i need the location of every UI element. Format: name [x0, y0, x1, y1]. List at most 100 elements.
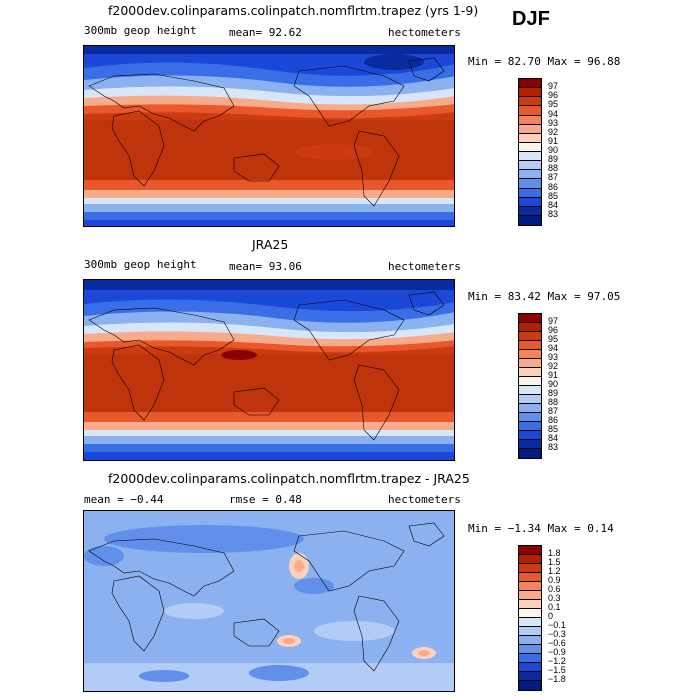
colorbar-tick-label: 92 [548, 361, 559, 371]
colorbar-swatch [519, 573, 541, 582]
panel1-map [83, 45, 455, 227]
colorbar-tick-label: 94 [548, 108, 559, 119]
colorbar-tick-label: 1.5 [548, 557, 561, 567]
colorbar-tick-label: 97 [548, 316, 559, 326]
colorbar-tick-label: 83 [548, 442, 559, 452]
colorbar-swatch [519, 654, 541, 663]
colorbar-tick-label: 96 [548, 90, 559, 101]
panel3-rmse: rmse = 0.48 [229, 493, 302, 506]
colorbar-swatch [519, 663, 541, 672]
colorbar-swatch [519, 404, 541, 413]
panel2-mean: mean= 93.06 [229, 260, 302, 273]
colorbar-swatch [519, 332, 541, 341]
colorbar-swatch [519, 627, 541, 636]
panel1-units: hectometers [388, 26, 461, 39]
colorbar-tick-label: 0.9 [548, 575, 561, 585]
colorbar-swatch [519, 188, 541, 198]
colorbar-swatch [519, 546, 541, 555]
colorbar-swatch [519, 350, 541, 359]
colorbar-tick-label: −0.3 [548, 629, 566, 639]
colorbar-tick-label: 89 [548, 388, 559, 398]
colorbar-tick-label: 92 [548, 126, 559, 137]
colorbar-tick-label: 97 [548, 81, 559, 92]
colorbar-swatch [519, 681, 541, 690]
colorbar-tick-label: 83 [548, 208, 559, 219]
colorbar-tick-label: 95 [548, 99, 559, 110]
colorbar-swatch [519, 422, 541, 431]
colorbar-swatch [519, 413, 541, 422]
panel2-title: JRA25 [252, 237, 289, 252]
colorbar-tick-label: 91 [548, 370, 559, 380]
colorbar-swatch [519, 672, 541, 681]
colorbar-swatch [519, 449, 541, 458]
colorbar-swatch [519, 591, 541, 600]
colorbar-swatch [519, 197, 541, 207]
panel3-title: f2000dev.colinparams.colinpatch.nomflrtm… [108, 471, 470, 486]
colorbar-swatch [519, 395, 541, 404]
panel3-minmax: Min = −1.34 Max = 0.14 [468, 522, 614, 535]
colorbar-swatch [519, 142, 541, 152]
panel2-units: hectometers [388, 260, 461, 273]
colorbar-swatch [519, 377, 541, 386]
colorbar-swatch [519, 124, 541, 134]
colorbar-tick-label: 85 [548, 190, 559, 201]
panel1-minmax: Min = 82.70 Max = 96.88 [468, 55, 621, 68]
colorbar-swatch [519, 386, 541, 395]
colorbar-swatch [519, 609, 541, 618]
colorbar-tick-label: 93 [548, 352, 559, 362]
colorbar-tick-label: −1.2 [548, 656, 566, 666]
colorbar-swatch [519, 152, 541, 162]
colorbar-tick-label: 84 [548, 199, 559, 210]
colorbar-swatch [519, 431, 541, 440]
colorbar-tick-label: 96 [548, 325, 559, 335]
colorbar-swatch [519, 323, 541, 332]
colorbar-swatch [519, 368, 541, 377]
colorbar-swatch [519, 161, 541, 171]
colorbar-tick-label: −0.6 [548, 638, 566, 648]
colorbar-tick-label: 85 [548, 424, 559, 434]
panel2-colorbar [518, 313, 542, 459]
colorbar-tick-label: 1.2 [548, 566, 561, 576]
colorbar-swatch [519, 179, 541, 189]
colorbar-tick-label: −1.8 [548, 674, 566, 684]
colorbar-swatch [519, 79, 541, 89]
colorbar-swatch [519, 215, 541, 225]
colorbar-tick-label: 0.6 [548, 584, 561, 594]
colorbar-tick-label: 94 [548, 343, 559, 353]
panel1-field-label: 300mb geop height [84, 24, 197, 37]
colorbar-swatch [519, 645, 541, 654]
colorbar-tick-label: 86 [548, 181, 559, 192]
colorbar-tick-label: 90 [548, 379, 559, 389]
panel3-colorbar [518, 545, 542, 691]
colorbar-tick-label: 89 [548, 154, 559, 165]
colorbar-tick-label: 90 [548, 145, 559, 155]
panel1-title: f2000dev.colinparams.colinpatch.nomflrtm… [108, 3, 479, 18]
panel3-map [83, 510, 455, 692]
colorbar-swatch [519, 600, 541, 609]
panel3-units: hectometers [388, 493, 461, 506]
colorbar-tick-label: 88 [548, 397, 559, 407]
colorbar-swatch [519, 170, 541, 180]
colorbar-tick-label: 0 [548, 611, 554, 621]
colorbar-tick-label: 0.1 [548, 602, 561, 612]
colorbar-tick-label: −0.1 [548, 620, 566, 630]
panel3-mean: mean = −0.44 [84, 493, 164, 506]
colorbar-swatch [519, 440, 541, 449]
colorbar-tick-label: 1.8 [548, 548, 561, 558]
colorbar-tick-label: 93 [548, 117, 559, 128]
colorbar-tick-label: 84 [548, 433, 559, 443]
colorbar-swatch [519, 106, 541, 116]
colorbar-swatch [519, 636, 541, 645]
colorbar-tick-label: 0.3 [548, 593, 561, 603]
colorbar-tick-label: −0.9 [548, 647, 566, 657]
colorbar-tick-label: 87 [548, 172, 559, 183]
colorbar-swatch [519, 341, 541, 350]
colorbar-swatch [519, 582, 541, 591]
panel2-field-label: 300mb geop height [84, 258, 197, 271]
colorbar-tick-label: 95 [548, 334, 559, 344]
panel1-colorbar [518, 78, 542, 226]
colorbar-swatch [519, 359, 541, 368]
colorbar-tick-label: −1.5 [548, 665, 566, 675]
colorbar-swatch [519, 206, 541, 216]
colorbar-swatch [519, 88, 541, 98]
